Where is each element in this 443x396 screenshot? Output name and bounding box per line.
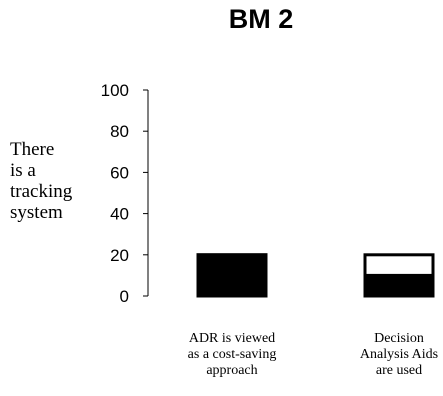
chart-title: BM 2 [229, 4, 294, 34]
bar-fill [196, 253, 268, 298]
y-axis-label-line: system [10, 202, 63, 223]
y-tick-label: 80 [110, 122, 129, 141]
category-label-line: approach [206, 363, 257, 378]
y-axis-label-line: There [10, 139, 54, 160]
category-label-line: are used [376, 363, 422, 378]
category-label-line: Decision [374, 331, 424, 346]
category-label-line: ADR is viewed [189, 331, 275, 346]
y-axis-ticks: 0 20 40 60 80 100 [101, 81, 129, 306]
y-tick-label: 60 [110, 163, 129, 182]
y-axis-label-line: is a [10, 160, 36, 181]
y-tick-label: 100 [101, 81, 129, 100]
y-axis [143, 89, 149, 297]
y-tick-label: 20 [110, 246, 129, 265]
category-label-line: as a cost-saving [188, 347, 277, 362]
y-tick-label: 0 [120, 287, 129, 306]
category-label-line: Analysis Aids [360, 347, 438, 362]
y-tick-label: 40 [110, 205, 129, 224]
bar-fill [363, 273, 435, 298]
y-axis-label-line: tracking [10, 181, 73, 202]
bars [196, 253, 435, 298]
